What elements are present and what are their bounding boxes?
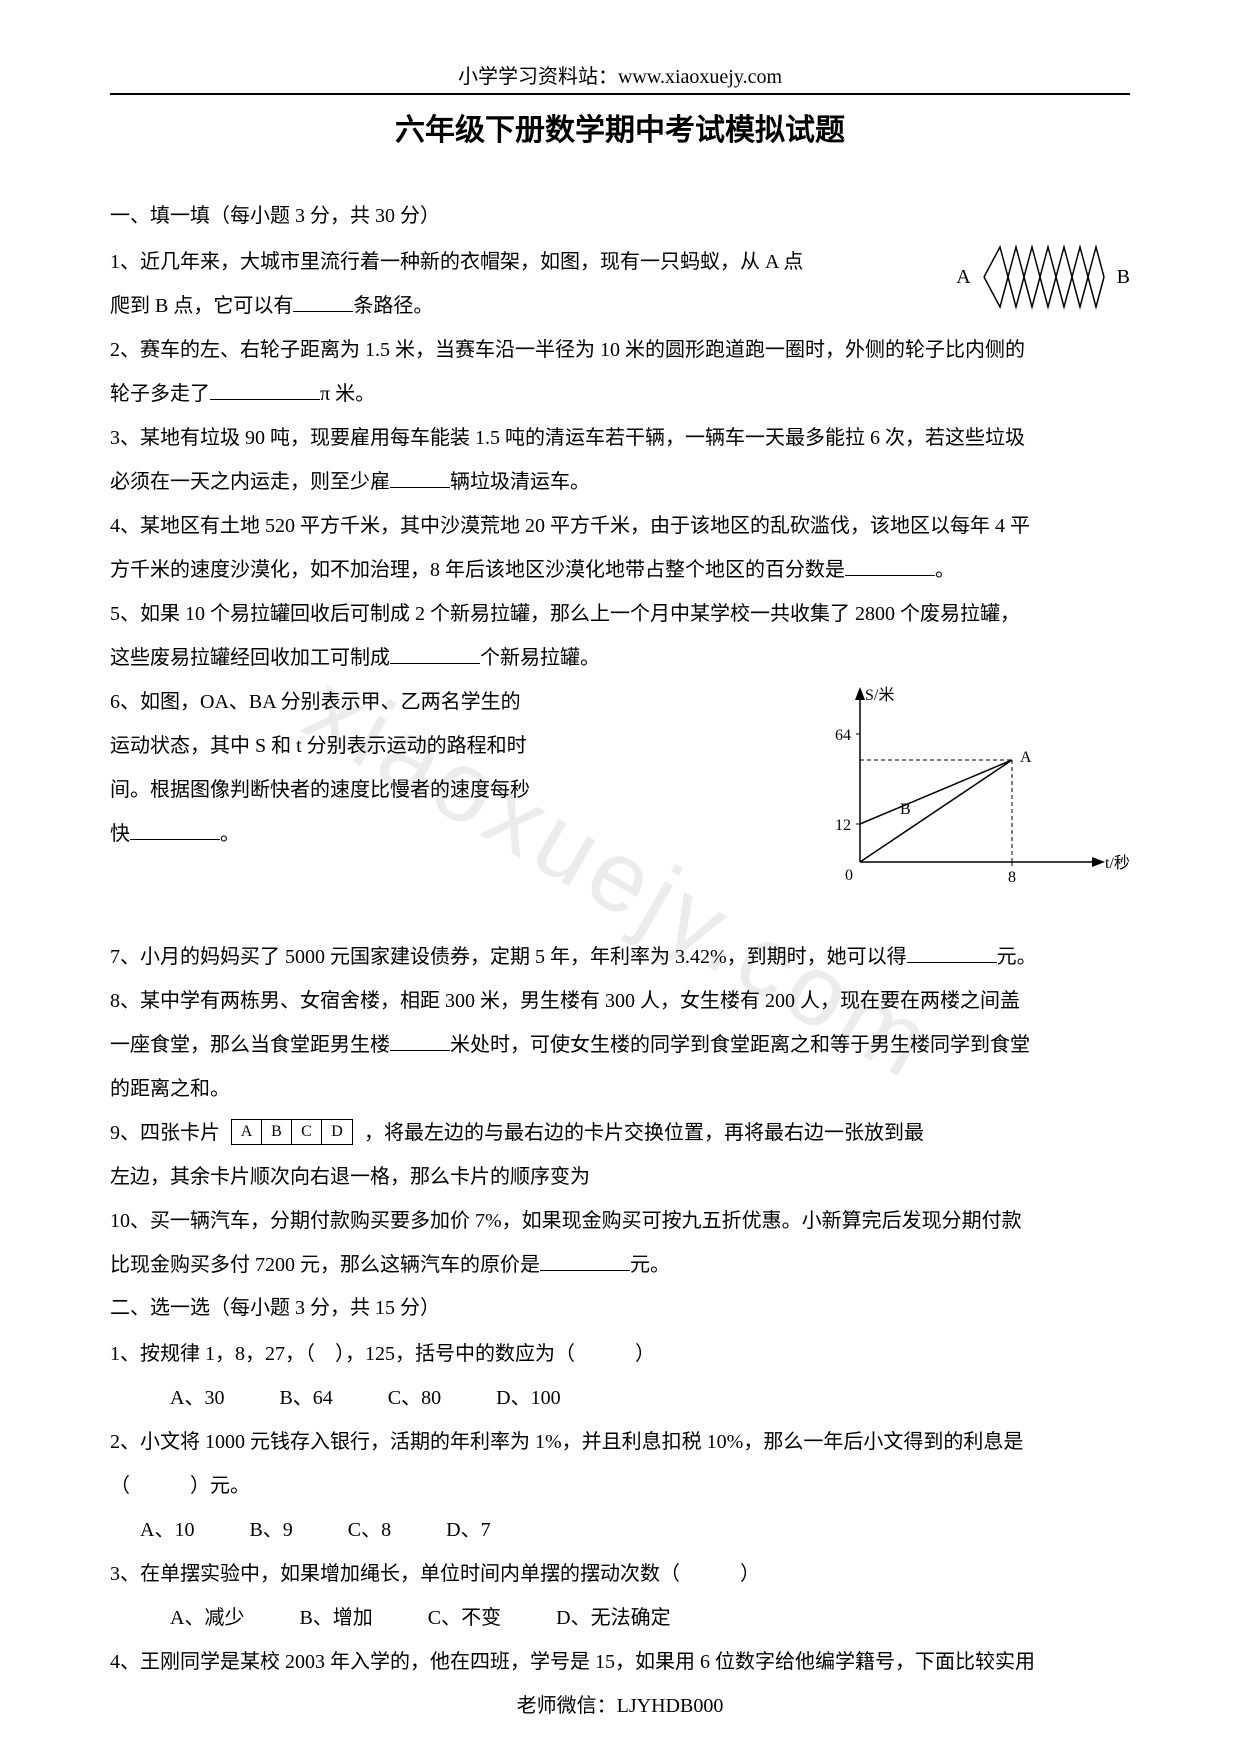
s2q3-opt-a[interactable]: A、减少	[170, 1598, 244, 1638]
q6-line4: 快。	[110, 814, 650, 854]
q7: 7、小月的妈妈买了 5000 元国家建设债券，定期 5 年，年利率为 3.42%…	[110, 937, 1130, 977]
q4-line2: 方千米的速度沙漠化，如不加治理，8 年后该地区沙漠化地带占整个地区的百分数是 。	[110, 550, 1130, 590]
q4-text-c: 。	[935, 559, 955, 581]
q10-blank[interactable]	[540, 1249, 630, 1271]
q4-blank[interactable]	[845, 554, 935, 576]
s2q1-opts: A、30 B、64 C、80 D、100	[110, 1378, 1130, 1418]
s2q1-opt-b[interactable]: B、64	[279, 1378, 332, 1418]
chart-point-b: B	[900, 801, 911, 818]
q2-line2: 轮子多走了 π 米。	[110, 374, 1130, 414]
card-c: C	[292, 1120, 322, 1144]
card-d: D	[322, 1120, 352, 1144]
q10-line1: 10、买一辆汽车，分期付款购买要多加价 7%，如果现金购买可按九五折优惠。小新算…	[110, 1201, 1130, 1241]
page-content: 小学学习资料站：www.xiaoxuejy.com 六年级下册数学期中考试模拟试…	[0, 0, 1240, 1726]
s2q1-opt-d[interactable]: D、100	[496, 1378, 560, 1418]
q6-line3: 间。根据图像判断快者的速度比慢者的速度每秒	[110, 770, 650, 810]
chart-ytick-64: 64	[835, 727, 851, 744]
s2q3-opt-b[interactable]: B、增加	[299, 1598, 372, 1638]
q5-blank[interactable]	[390, 642, 480, 664]
header-link: 小学学习资料站：www.xiaoxuejy.com	[110, 60, 1130, 95]
s2q3-opt-c[interactable]: C、不变	[428, 1598, 501, 1638]
q2-blank[interactable]	[210, 378, 320, 400]
q7-blank[interactable]	[907, 941, 997, 963]
s2q4: 4、王刚同学是某校 2003 年入学的，他在四班，学号是 15，如果用 6 位数…	[110, 1642, 1130, 1682]
q3-text-c: 辆垃圾清运车。	[450, 471, 590, 493]
s2q2-opt-c[interactable]: C、8	[348, 1510, 391, 1550]
s2q1-opt-a[interactable]: A、30	[170, 1378, 224, 1418]
q5-line2: 这些废易拉罐经回收加工可制成 个新易拉罐。	[110, 638, 1130, 678]
footer: 老师微信：LJYHDB000	[0, 1689, 1240, 1718]
page-title: 六年级下册数学期中考试模拟试题	[110, 105, 1130, 149]
q10-text-c: 元。	[630, 1254, 670, 1276]
q8-text-c: 米处时，可使女生楼的同学到食堂距离之和等于男生楼同学到食堂	[450, 1034, 1030, 1056]
section1-header: 一、填一填（每小题 3 分，共 30 分）	[110, 199, 1130, 228]
q9-line2: 左边，其余卡片顺次向右退一格，那么卡片的顺序变为	[110, 1157, 1130, 1197]
s2q3-opts: A、减少 B、增加 C、不变 D、无法确定	[110, 1598, 1130, 1638]
q6-text-e: 。	[220, 823, 240, 845]
q3-line1: 3、某地有垃圾 90 吨，现要雇用每车能装 1.5 吨的清运车若干辆，一辆车一天…	[110, 418, 1130, 458]
chart-ytick-0: 0	[845, 867, 853, 884]
q2-line1: 2、赛车的左、右轮子距离为 1.5 米，当赛车沿一半径为 10 米的圆形跑道跑一…	[110, 330, 1130, 370]
section2-header: 二、选一选（每小题 3 分，共 15 分）	[110, 1291, 1130, 1320]
q9-text-b: ，将最左边的与最右边的卡片交换位置，再将最右边一张放到最	[364, 1122, 924, 1144]
q5-text-b: 这些废易拉罐经回收加工可制成	[110, 647, 390, 669]
s2q2-opts: A、10 B、9 C、8 D、7	[110, 1510, 1130, 1550]
q8-line1: 8、某中学有两栋男、女宿舍楼，相距 300 米，男生楼有 300 人，女生楼有 …	[110, 981, 1130, 1021]
q1-blank[interactable]	[293, 290, 353, 312]
chart-ytick-12: 12	[835, 817, 851, 834]
s2q2-opt-d[interactable]: D、7	[446, 1510, 490, 1550]
q2-text-c: π 米。	[320, 383, 375, 405]
s2q2-opt-a[interactable]: A、10	[140, 1510, 194, 1550]
q6-blank[interactable]	[130, 818, 220, 840]
q3-blank[interactable]	[390, 466, 450, 488]
s2q1-opt-c[interactable]: C、80	[388, 1378, 441, 1418]
q5-text-c: 个新易拉罐。	[480, 647, 600, 669]
q6-line2: 运动状态，其中 S 和 t 分别表示运动的路程和时	[110, 726, 650, 766]
chart-ylabel: S/米	[865, 686, 894, 704]
q10-line2: 比现金购买多付 7200 元，那么这辆汽车的原价是 元。	[110, 1245, 1130, 1285]
s2q2-line2: （ ）元。	[110, 1466, 1130, 1506]
q8-text-b: 一座食堂，那么当食堂距男生楼	[110, 1034, 390, 1056]
q1-text-c: 条路径。	[353, 295, 433, 317]
s2q3-opt-d[interactable]: D、无法确定	[556, 1598, 670, 1638]
q5-line1: 5、如果 10 个易拉罐回收后可制成 2 个新易拉罐，那么上一个月中某学校一共收…	[110, 594, 1130, 634]
s2q2-opt-b[interactable]: B、9	[249, 1510, 292, 1550]
q7-text-a: 7、小月的妈妈买了 5000 元国家建设债券，定期 5 年，年利率为 3.42%…	[110, 946, 907, 968]
q2-text-b: 轮子多走了	[110, 383, 210, 405]
q6-line1: 6、如图，OA、BA 分别表示甲、乙两名学生的	[110, 682, 650, 722]
chart-xlabel: t/秒	[1105, 854, 1130, 872]
q4-text-b: 方千米的速度沙漠化，如不加治理，8 年后该地区沙漠化地带占整个地区的百分数是	[110, 559, 845, 581]
q8-line2: 一座食堂，那么当食堂距男生楼 米处时，可使女生楼的同学到食堂距离之和等于男生楼同学…	[110, 1025, 1130, 1065]
q6-text-d: 快	[110, 823, 130, 845]
s2q1: 1、按规律 1，8，27，（ ），125，括号中的数应为（ ）	[110, 1334, 1130, 1374]
q1-line1: 1、近几年来，大城市里流行着一种新的衣帽架，如图，现有一只蚂蚁，从 A 点	[110, 242, 1130, 282]
chart-point-a: A	[1020, 749, 1032, 766]
q8-line3: 的距离之和。	[110, 1069, 1130, 1109]
s2q2-line1: 2、小文将 1000 元钱存入银行，活期的年利率为 1%，并且利息扣税 10%，…	[110, 1422, 1130, 1462]
motion-chart: S/米 t/秒 64 12 0 8 A B	[790, 682, 1130, 907]
q3-line2: 必须在一天之内运走，则至少雇 辆垃圾清运车。	[110, 462, 1130, 502]
card-a: A	[232, 1120, 262, 1144]
s2q3: 3、在单摆实验中，如果增加绳长，单位时间内单摆的摆动次数（ ）	[110, 1554, 1130, 1594]
q1-text-b: 爬到 B 点，它可以有	[110, 295, 293, 317]
q9-text-a: 9、四张卡片	[110, 1122, 220, 1144]
card-boxes: A B C D	[231, 1119, 353, 1145]
q8-blank[interactable]	[390, 1029, 450, 1051]
chart-xtick-8: 8	[1008, 869, 1016, 886]
q4-line1: 4、某地区有土地 520 平方千米，其中沙漠荒地 20 平方千米，由于该地区的乱…	[110, 506, 1130, 546]
q10-text-b: 比现金购买多付 7200 元，那么这辆汽车的原价是	[110, 1254, 540, 1276]
q9-line1: 9、四张卡片 A B C D ，将最左边的与最右边的卡片交换位置，再将最右边一张…	[110, 1113, 1130, 1153]
q7-text-b: 元。	[997, 946, 1037, 968]
q1-line2: 爬到 B 点，它可以有 条路径。	[110, 286, 1130, 326]
q3-text-b: 必须在一天之内运走，则至少雇	[110, 471, 390, 493]
card-b: B	[262, 1120, 292, 1144]
